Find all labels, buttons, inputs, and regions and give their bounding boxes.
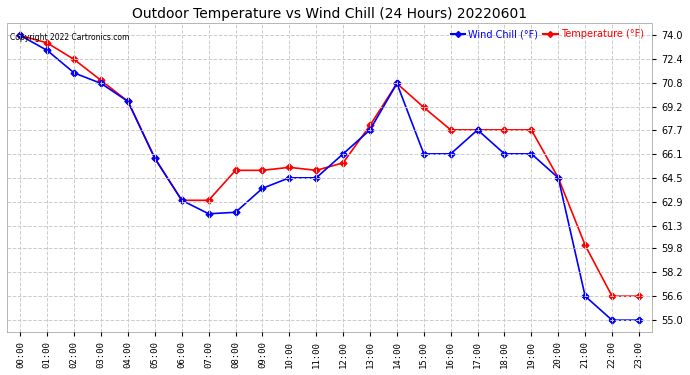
Text: Copyright 2022 Cartronics.com: Copyright 2022 Cartronics.com — [10, 33, 130, 42]
Legend: Wind Chill (°F), Temperature (°F): Wind Chill (°F), Temperature (°F) — [447, 25, 647, 43]
Title: Outdoor Temperature vs Wind Chill (24 Hours) 20220601: Outdoor Temperature vs Wind Chill (24 Ho… — [132, 7, 527, 21]
